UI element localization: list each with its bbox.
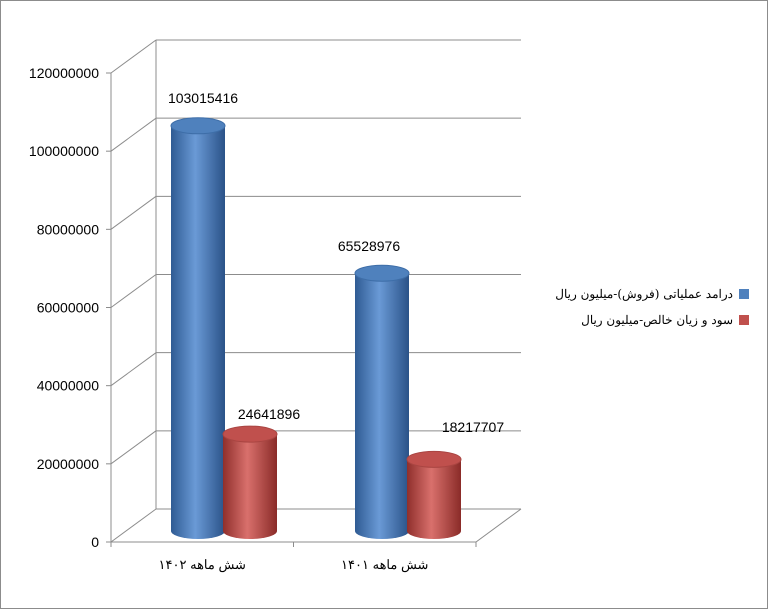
gridline-side [110, 39, 157, 74]
cylinder-top [170, 117, 226, 135]
data-label: 65528976 [338, 238, 401, 254]
y-tick-label: 80000000 [37, 221, 100, 237]
legend-label: درامد عملیاتی (فروش)-میلیون ریال [555, 287, 733, 301]
gridline-side [110, 117, 157, 152]
legend-item-revenue: درامد عملیاتی (فروش)-میلیون ریال [549, 281, 749, 307]
legend-label: سود و زیان خالص-میلیون ریال [581, 313, 733, 327]
gridline-side [110, 352, 157, 387]
gridline-side [110, 195, 157, 230]
data-label: 103015416 [168, 90, 238, 106]
cylinder-body [171, 125, 225, 539]
cylinder-top [222, 425, 278, 443]
data-label: 18217707 [442, 419, 505, 435]
cylinder-top [406, 450, 462, 468]
cylinder-body [407, 459, 461, 539]
y-tick-label: 40000000 [37, 378, 100, 394]
legend-swatch-red [739, 315, 749, 325]
x-tick-label: شش ماهه ۱۴۰۱ [341, 557, 428, 573]
legend-swatch-blue [739, 289, 749, 299]
x-tick-label: شش ماهه ۱۴۰۲ [159, 557, 246, 573]
y-tick-label: 20000000 [37, 456, 100, 472]
cylinder-top [354, 264, 410, 282]
gridline-side [110, 430, 157, 465]
legend-item-profit: سود و زیان خالص-میلیون ریال [549, 307, 749, 333]
gridline-side [110, 274, 157, 308]
y-tick-label: 0 [91, 534, 99, 550]
y-tick-label: 60000000 [37, 300, 100, 316]
gridline-side [110, 508, 157, 543]
cylinder-body [223, 434, 277, 539]
y-tick-label: 100000000 [29, 143, 99, 159]
cylinder-body [355, 273, 409, 539]
data-label: 24641896 [238, 406, 301, 422]
legend: درامد عملیاتی (فروش)-میلیون ریال سود و ز… [549, 281, 749, 333]
y-tick-label: 120000000 [29, 65, 99, 81]
